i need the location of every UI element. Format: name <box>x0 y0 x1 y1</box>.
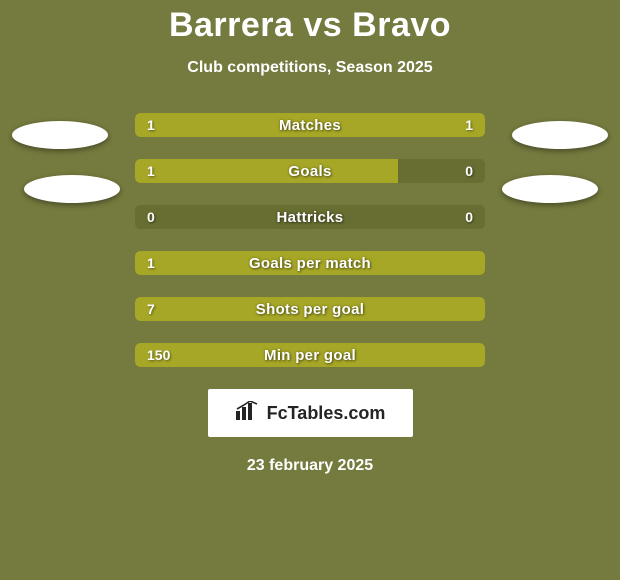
branding-text: FcTables.com <box>267 403 386 424</box>
stat-label: Matches <box>135 113 485 137</box>
page-title: Barrera vs Bravo <box>0 0 620 45</box>
stat-label: Min per goal <box>135 343 485 367</box>
stat-row: 1Goals per match <box>135 251 485 275</box>
stat-label: Shots per goal <box>135 297 485 321</box>
stats-area: 11Matches 10Goals 00Hattricks 1Goals per ma… <box>0 113 620 367</box>
branding-badge: FcTables.com <box>208 389 413 437</box>
stat-row: 150Min per goal <box>135 343 485 367</box>
stat-label: Goals per match <box>135 251 485 275</box>
stat-label: Hattricks <box>135 205 485 229</box>
stat-row: 00Hattricks <box>135 205 485 229</box>
date-label: 23 february 2025 <box>0 457 620 475</box>
stat-row: 10Goals <box>135 159 485 183</box>
stat-row: 7Shots per goal <box>135 297 485 321</box>
stat-row: 11Matches <box>135 113 485 137</box>
subtitle: Club competitions, Season 2025 <box>0 59 620 77</box>
stat-label: Goals <box>135 159 485 183</box>
chart-icon <box>235 401 261 426</box>
comparison-infographic: Barrera vs Bravo Club competitions, Seas… <box>0 0 620 580</box>
